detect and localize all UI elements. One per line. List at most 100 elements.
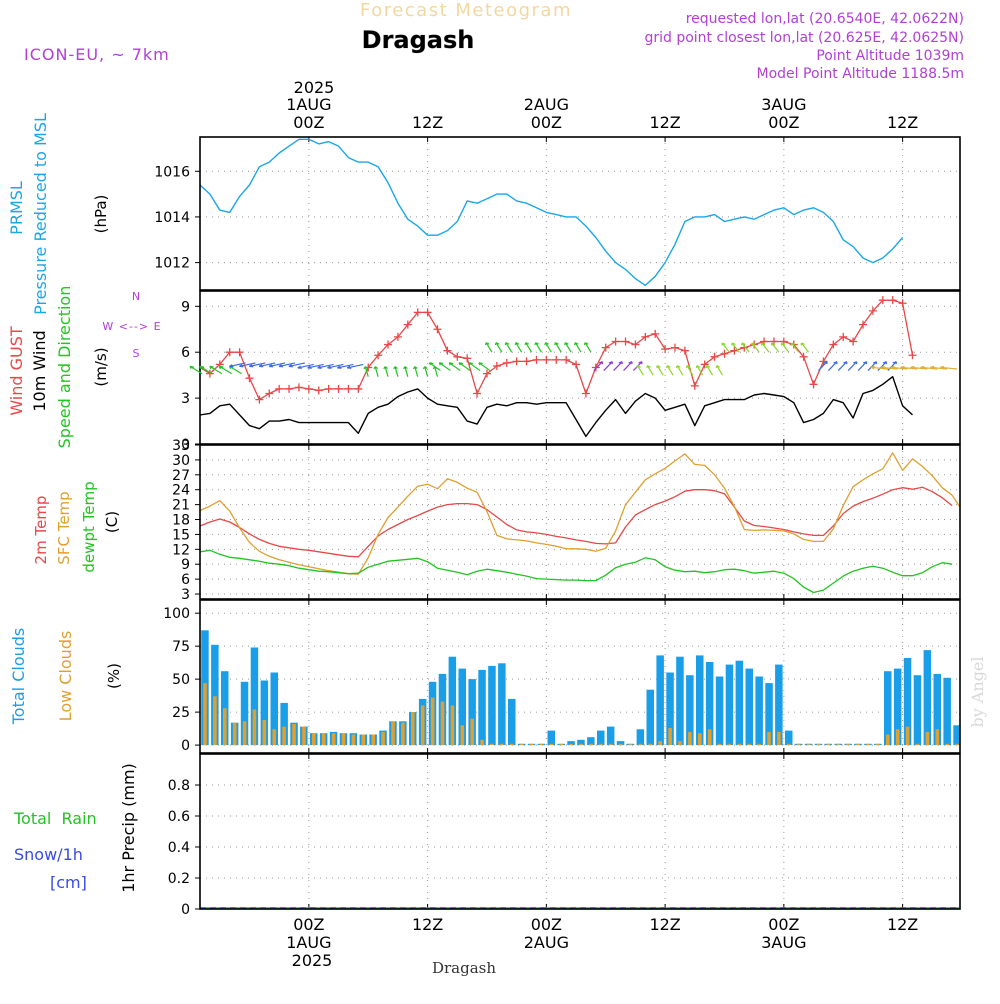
low-cloud-bar <box>608 743 613 746</box>
y-tick-label: 9 <box>181 557 190 573</box>
wind-arrow-head <box>504 342 510 346</box>
wind-arrow-head <box>833 361 838 365</box>
gust-marker <box>265 389 274 398</box>
gust-marker <box>314 386 323 395</box>
wind-arrow <box>384 366 389 377</box>
low-cloud-bar <box>272 729 276 746</box>
gust-marker <box>344 384 353 393</box>
total-cloud-bar <box>270 672 278 745</box>
gust-marker <box>680 346 689 355</box>
wind-arrow <box>890 366 908 370</box>
dewpt-label: dewpt Temp <box>80 481 98 572</box>
y-tick-label: 0.4 <box>168 840 190 856</box>
low-cloud-bar <box>252 709 257 746</box>
bottom-time-label: 12Z <box>887 915 918 934</box>
gust-marker <box>492 361 501 370</box>
wind-arrow-head <box>666 365 671 369</box>
celsius-label: (C) <box>103 511 121 533</box>
wind-arrow-head <box>428 362 434 366</box>
gust-marker <box>720 349 729 358</box>
gust-marker <box>671 343 679 352</box>
low-cloud-bar <box>559 743 563 746</box>
low-cloud-bar <box>915 743 920 746</box>
wind-arrow-head <box>910 365 915 370</box>
location-title: Dragash <box>362 26 475 54</box>
low-cloud-bar <box>579 743 583 746</box>
total-cloud-bar <box>735 660 744 746</box>
total-cloud-bar <box>705 662 714 746</box>
y-tick-label: 25 <box>172 705 190 721</box>
y-tick-label: 27 <box>172 468 190 484</box>
gust-marker <box>829 340 838 349</box>
low-cloud-bar <box>876 743 880 746</box>
total-cloud-bar <box>903 658 912 746</box>
low-cloud-bar <box>638 743 643 746</box>
wind-arrow <box>910 366 928 370</box>
total-cloud-bar <box>250 647 259 746</box>
bottom-time-label: 12Z <box>649 915 680 934</box>
low-cloud-bar <box>213 696 217 746</box>
gust-marker <box>473 389 482 398</box>
gust-label: Wind GUST <box>7 326 26 416</box>
total-cloud-bar <box>458 668 466 746</box>
wind-arrow-head <box>422 366 428 370</box>
low-cloud-bar <box>509 743 514 746</box>
low-cloud-bar <box>519 743 524 746</box>
wind-arrow-head <box>307 365 312 369</box>
y-tick-label: 6 <box>181 572 190 588</box>
point-altitude: Point Altitude 1039m <box>816 48 964 64</box>
gridpoint-coords: grid point closest lon,lat (20.625E, 42.… <box>644 30 964 46</box>
low-cloud-bar <box>420 705 425 746</box>
total-cloud-bar <box>577 739 585 746</box>
total-cloud-bar <box>221 671 229 746</box>
gust-marker <box>799 352 808 361</box>
gust-marker <box>285 384 294 393</box>
top-time-label: 00Z <box>293 113 324 132</box>
total-rain-label: Total Rain <box>13 809 97 828</box>
low-cloud-bar <box>727 743 732 746</box>
bottom-date-label: 1AUG <box>286 933 331 952</box>
low-cloud-bar <box>549 743 554 746</box>
wind-arrow <box>940 366 958 370</box>
gust-marker <box>294 383 303 392</box>
low-cloud-bar <box>628 743 633 746</box>
total-cloud-bar <box>468 679 476 745</box>
requested-coords: requested lon,lat (20.6540E, 42.0622N) <box>686 11 964 27</box>
wind-arrow-head <box>721 342 726 346</box>
y-tick-label: 3 <box>181 391 190 407</box>
wind-arrow-head <box>383 366 388 370</box>
wind-arrow-head <box>373 366 379 370</box>
bottom-time-label: 12Z <box>412 915 443 934</box>
speed-dir-label: Speed and Direction <box>55 286 74 449</box>
total-cloud-bar <box>755 676 763 746</box>
wind-arrow <box>485 342 493 353</box>
gust-marker <box>245 374 254 383</box>
low-cloud-bar <box>312 733 316 746</box>
low-cloud-bar <box>698 733 702 746</box>
low-clouds-label: Low Clouds <box>56 631 75 722</box>
low-cloud-bar <box>618 743 623 746</box>
low-cloud-bar <box>895 729 900 746</box>
low-cloud-bar <box>945 743 949 746</box>
low-cloud-bar <box>401 722 405 746</box>
wind-arrow-head <box>608 361 613 365</box>
panel-4: 0 0.2 0.4 0.6 0.8 <box>168 753 961 918</box>
total-cloud-bar <box>923 650 932 746</box>
wind-arrow <box>448 362 461 372</box>
low-cloud-bar <box>539 743 544 746</box>
total-cloud-bar <box>488 665 496 745</box>
top-time-label: 00Z <box>768 113 799 132</box>
gust-marker <box>651 329 660 338</box>
gust-marker <box>849 337 858 346</box>
total-cloud-bar <box>745 668 753 746</box>
panel-frame <box>199 136 961 291</box>
wind-labels: Wind GUST 10m Wind Speed and Direction (… <box>7 286 161 449</box>
low-cloud-bar <box>866 743 870 746</box>
wind-arrow-head <box>403 366 408 370</box>
wind-arrow-head <box>790 342 795 346</box>
gust-marker <box>423 308 432 317</box>
wind-arrow-head <box>219 365 224 369</box>
wind-arrow <box>249 362 266 367</box>
